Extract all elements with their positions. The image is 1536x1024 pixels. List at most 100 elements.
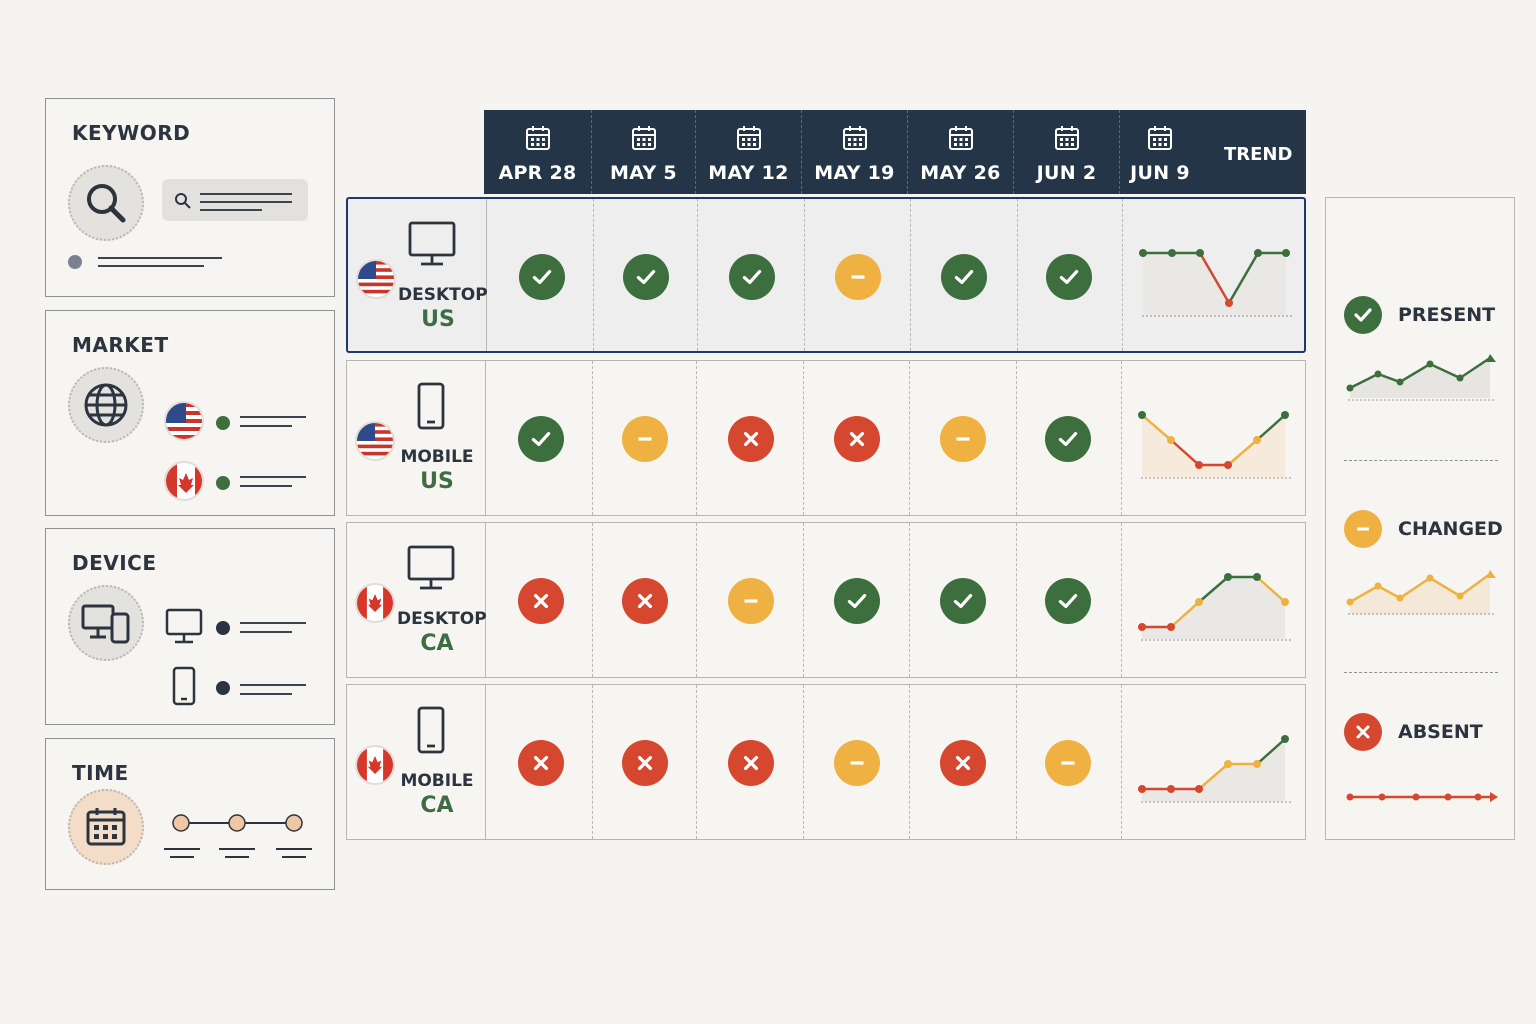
trend-point	[1195, 598, 1203, 606]
status-changed-minus-icon[interactable]	[835, 254, 881, 300]
status-changed-minus-icon[interactable]	[728, 578, 774, 624]
result-row[interactable]: MOBILE CA	[346, 684, 1306, 840]
keyword-title: KEYWORD	[72, 121, 191, 145]
check-icon	[1344, 296, 1382, 334]
date-column-header[interactable]: MAY 5	[592, 110, 696, 194]
status-changed-minus-icon[interactable]	[1045, 740, 1091, 786]
row-market-label: CA	[420, 793, 454, 818]
status-present-check-icon[interactable]	[940, 578, 986, 624]
status-changed-minus-icon[interactable]	[622, 416, 668, 462]
market-panel: MARKET	[45, 310, 335, 516]
status-present-check-icon[interactable]	[1046, 254, 1092, 300]
keyword-bullet	[68, 255, 82, 269]
date-column-header[interactable]: JUN 9	[1120, 110, 1200, 194]
trend-point	[1138, 785, 1146, 793]
legend-present-label: PRESENT	[1398, 304, 1496, 326]
trend-header-label: TREND	[1224, 144, 1293, 165]
mobile-icon	[405, 381, 457, 431]
status-present-check-icon[interactable]	[623, 254, 669, 300]
status-present-check-icon[interactable]	[518, 416, 564, 462]
globe-icon	[68, 367, 144, 443]
date-label: MAY 12	[708, 162, 789, 184]
small-search-icon	[175, 193, 191, 209]
date-label: MAY 26	[920, 162, 1001, 184]
result-row[interactable]: DESKTOP US	[346, 197, 1306, 353]
ca-flag-icon[interactable]	[164, 461, 204, 501]
trend-point	[1224, 461, 1232, 469]
status-present-check-icon[interactable]	[519, 254, 565, 300]
status-absent-x-icon[interactable]	[728, 740, 774, 786]
date-header: APR 28 MAY 5 MAY 12 MAY 19 MAY 26 JUN 2 JUN 9 …	[484, 110, 1306, 194]
status-changed-minus-icon[interactable]	[940, 416, 986, 462]
market-ca-dot	[216, 476, 230, 490]
trend-point	[1253, 573, 1261, 581]
desktop-icon	[405, 543, 457, 593]
status-absent-x-icon[interactable]	[940, 740, 986, 786]
trend-point	[1196, 249, 1204, 257]
status-present-check-icon[interactable]	[1045, 578, 1091, 624]
status-absent-x-icon[interactable]	[622, 740, 668, 786]
legend-changed-label: CHANGED	[1398, 518, 1503, 540]
ca-flag-icon	[355, 583, 395, 623]
status-present-check-icon[interactable]	[941, 254, 987, 300]
trend-point	[1281, 735, 1289, 743]
date-column-header[interactable]: MAY 12	[696, 110, 802, 194]
trend-point	[1224, 573, 1232, 581]
device-title: DEVICE	[72, 551, 157, 575]
time-panel: TIME	[45, 738, 335, 890]
market-us-dot	[216, 416, 230, 430]
mobile-icon	[405, 705, 457, 755]
status-absent-x-icon[interactable]	[518, 740, 564, 786]
date-column-header[interactable]: APR 28	[484, 110, 592, 194]
trend-point	[1139, 249, 1147, 257]
trend-point	[1224, 760, 1232, 768]
trend-point	[1254, 249, 1262, 257]
trend-sparkline	[1138, 411, 1291, 479]
date-column-header[interactable]: JUN 2	[1014, 110, 1120, 194]
legend-panel: PRESENT CHANGED ABSENT	[1325, 197, 1515, 840]
status-absent-x-icon[interactable]	[834, 416, 880, 462]
trend-point	[1281, 598, 1289, 606]
row-device-label: MOBILE	[400, 447, 474, 467]
legend-changed-sparkline	[1346, 570, 1496, 615]
date-column-header[interactable]: MAY 19	[802, 110, 908, 194]
time-range-slider[interactable]	[164, 811, 314, 871]
status-absent-x-icon[interactable]	[728, 416, 774, 462]
trend-point	[1225, 299, 1233, 307]
trend-point	[1138, 411, 1146, 419]
status-absent-x-icon[interactable]	[518, 578, 564, 624]
result-row[interactable]: MOBILE US	[346, 360, 1306, 516]
row-device-label: MOBILE	[400, 771, 474, 791]
calendar-icon	[947, 124, 975, 156]
ca-flag-icon	[355, 745, 395, 785]
date-column-header[interactable]: MAY 26	[908, 110, 1014, 194]
market-title: MARKET	[72, 333, 169, 357]
legend-present-sparkline	[1346, 354, 1496, 401]
desktop-filter-icon[interactable]	[164, 607, 204, 647]
status-present-check-icon[interactable]	[729, 254, 775, 300]
us-flag-icon	[356, 259, 396, 299]
date-label: MAY 19	[814, 162, 895, 184]
calendar-icon	[68, 789, 144, 865]
status-changed-minus-icon[interactable]	[834, 740, 880, 786]
status-present-check-icon[interactable]	[834, 578, 880, 624]
x-icon	[1344, 713, 1382, 751]
date-label: MAY 5	[610, 162, 677, 184]
us-flag-icon	[355, 421, 395, 461]
mobile-filter-icon[interactable]	[170, 665, 198, 709]
calendar-icon	[1053, 124, 1081, 156]
legend-changed: CHANGED	[1344, 510, 1503, 548]
date-label: APR 28	[498, 162, 577, 184]
result-row[interactable]: DESKTOP CA	[346, 522, 1306, 678]
status-present-check-icon[interactable]	[1045, 416, 1091, 462]
keyword-search-input[interactable]	[162, 179, 308, 221]
status-absent-x-icon[interactable]	[622, 578, 668, 624]
us-flag-icon[interactable]	[164, 401, 204, 441]
calendar-icon	[841, 124, 869, 156]
legend-absent: ABSENT	[1344, 713, 1483, 751]
trend-point	[1281, 411, 1289, 419]
minus-icon	[1344, 510, 1382, 548]
calendar-icon	[1146, 124, 1174, 156]
trend-sparkline	[1138, 735, 1291, 803]
trend-point	[1282, 249, 1290, 257]
